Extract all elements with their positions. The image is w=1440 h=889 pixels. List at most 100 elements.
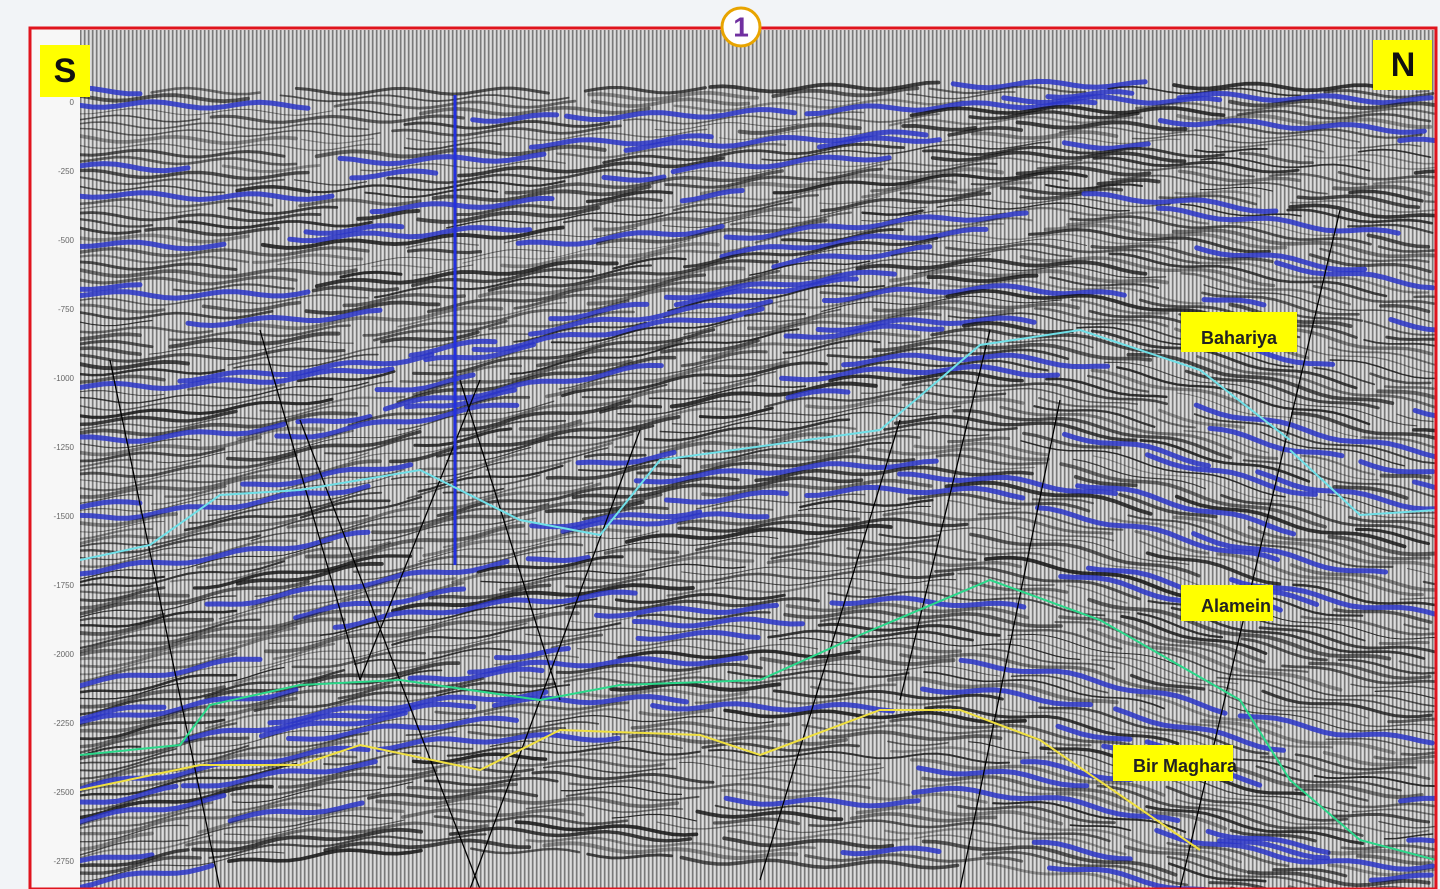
reflector [80, 585, 154, 595]
reflector [80, 765, 382, 812]
reflector [1172, 81, 1392, 93]
reflector [633, 458, 939, 485]
reflector [80, 447, 226, 463]
reflector [1301, 454, 1376, 476]
reflector [304, 300, 441, 316]
reflector [1010, 674, 1109, 694]
reflector [392, 655, 491, 670]
reflector [80, 254, 250, 264]
reflector [513, 269, 781, 310]
reflector [749, 260, 871, 276]
reflector [80, 346, 142, 357]
reflector [1403, 623, 1430, 631]
reflector [1193, 402, 1436, 460]
reflector [783, 323, 945, 340]
reflector [397, 400, 555, 431]
reflector [815, 315, 1037, 333]
reflector [525, 836, 816, 854]
reflector [80, 618, 262, 650]
reflector [612, 257, 687, 270]
depth-tick-label: -500 [58, 236, 75, 245]
reflector [672, 194, 820, 212]
reflector [80, 294, 369, 306]
reflector [821, 295, 1063, 312]
reflector [514, 820, 699, 837]
reflector [382, 362, 664, 412]
reflector [544, 500, 645, 514]
reflector [977, 511, 1124, 531]
reflector [80, 831, 154, 852]
reflector [944, 480, 1153, 516]
reflector [935, 453, 1047, 466]
reflector [817, 622, 1001, 637]
reflector [80, 612, 166, 622]
reflector [922, 145, 1225, 159]
reflector [518, 419, 583, 431]
reflector [1045, 89, 1135, 100]
reflector [436, 476, 740, 518]
reflector [627, 245, 751, 263]
reflector [323, 751, 422, 766]
reflector [957, 804, 1116, 824]
reflector [801, 723, 1092, 747]
reflector [442, 487, 505, 494]
reflector [1177, 169, 1302, 183]
reflector [617, 649, 861, 660]
reflector [926, 273, 1039, 283]
reflector [811, 716, 886, 726]
reflector [1327, 863, 1436, 877]
reflector [1217, 838, 1330, 861]
reflector [1044, 183, 1144, 190]
reflector [694, 696, 961, 706]
reflector [80, 736, 250, 761]
reflector [233, 669, 333, 686]
reflector [542, 841, 799, 861]
reflector [80, 851, 285, 882]
reflector [715, 577, 957, 586]
reflector [80, 586, 166, 603]
reflector [1183, 430, 1269, 454]
reflector [80, 326, 214, 334]
reflector [601, 174, 667, 183]
reflector [565, 570, 880, 589]
reflector [819, 195, 881, 205]
reflector [1308, 253, 1432, 274]
reflector [373, 264, 653, 299]
reflector [913, 441, 1049, 457]
reflector [233, 353, 379, 369]
reflector [80, 685, 226, 709]
reflector [259, 635, 501, 672]
reflector [80, 93, 250, 104]
reflector [850, 642, 962, 654]
horizon-label: Bahariya [1201, 328, 1278, 348]
reflector [164, 485, 227, 498]
reflector [1272, 867, 1348, 878]
depth-tick-label: -2500 [54, 788, 75, 797]
reflector [683, 308, 842, 336]
reflector [1216, 676, 1435, 713]
reflector [1145, 551, 1282, 586]
reflector [673, 276, 859, 308]
reflector [1398, 271, 1436, 283]
fault [899, 329, 991, 701]
reflector [576, 688, 748, 698]
reflector [695, 809, 844, 822]
reflector [235, 305, 504, 331]
reflector [797, 505, 932, 514]
reflector [1325, 737, 1435, 750]
reflector [80, 824, 189, 843]
reflector [899, 652, 1191, 694]
reflector [80, 738, 358, 788]
reflector [659, 411, 938, 434]
reflector [172, 283, 295, 292]
reflector [614, 593, 786, 604]
reflector [80, 185, 225, 194]
reflector [80, 452, 369, 485]
reflector [80, 527, 154, 541]
reflector [872, 339, 1153, 362]
reflector [80, 289, 311, 301]
reflector [380, 330, 480, 344]
reflector [920, 686, 1093, 708]
reflector [1043, 223, 1288, 250]
reflector [1216, 552, 1424, 597]
